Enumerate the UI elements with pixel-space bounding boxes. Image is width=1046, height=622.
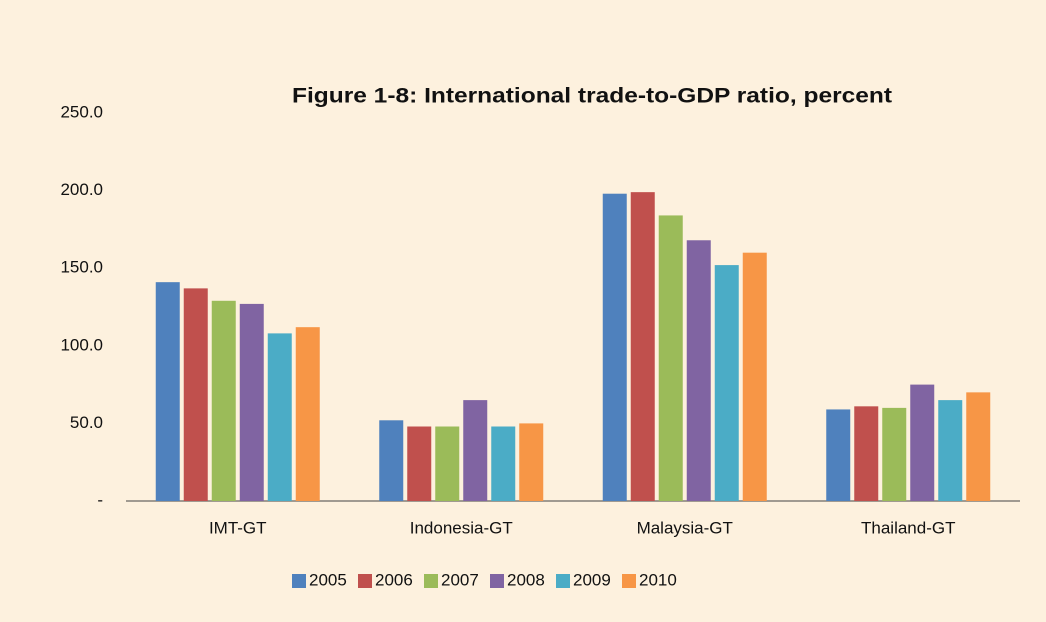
bar xyxy=(155,282,180,501)
y-tick-label: 50.0 xyxy=(70,413,103,432)
x-tick-label: Indonesia-GT xyxy=(410,518,513,537)
bar xyxy=(658,215,683,501)
bar xyxy=(183,288,208,501)
bar xyxy=(602,193,627,502)
legend-swatch xyxy=(358,574,372,588)
y-tick-label: 200.0 xyxy=(60,180,103,199)
chart-title: Figure 1-8: International trade-to-GDP r… xyxy=(292,85,892,108)
bar xyxy=(211,300,236,501)
y-tick-label: 250.0 xyxy=(60,102,103,121)
bar xyxy=(295,327,320,501)
bar xyxy=(239,303,264,501)
x-tick-label: IMT-GT xyxy=(209,518,267,537)
bar xyxy=(854,406,879,501)
x-tick-label: Thailand-GT xyxy=(861,518,955,537)
y-tick-label: - xyxy=(97,490,103,509)
bar xyxy=(463,400,488,501)
legend-label: 2009 xyxy=(573,570,611,589)
legend-label: 2007 xyxy=(441,570,479,589)
bar xyxy=(267,333,292,501)
y-tick-label: 100.0 xyxy=(60,335,103,354)
legend-label: 2010 xyxy=(639,570,677,589)
legend-swatch xyxy=(490,574,504,588)
legend-swatch xyxy=(424,574,438,588)
bar xyxy=(714,265,739,501)
bar xyxy=(519,423,544,501)
legend-label: 2006 xyxy=(375,570,413,589)
bar xyxy=(686,240,711,501)
bar xyxy=(938,400,963,501)
y-tick-label: 150.0 xyxy=(60,258,103,277)
legend-label: 2008 xyxy=(507,570,545,589)
x-tick-label: Malaysia-GT xyxy=(637,518,733,537)
bar xyxy=(910,384,935,501)
legend-swatch xyxy=(556,574,570,588)
bar xyxy=(379,420,404,501)
bar xyxy=(491,426,516,501)
legend-label: 2005 xyxy=(309,570,347,589)
bar xyxy=(826,409,851,501)
bar xyxy=(630,192,655,502)
bar xyxy=(882,407,907,501)
bar xyxy=(742,252,767,501)
bar xyxy=(966,392,991,501)
legend-swatch xyxy=(622,574,636,588)
bar xyxy=(407,426,432,501)
legend-swatch xyxy=(292,574,306,588)
bar xyxy=(435,426,460,501)
